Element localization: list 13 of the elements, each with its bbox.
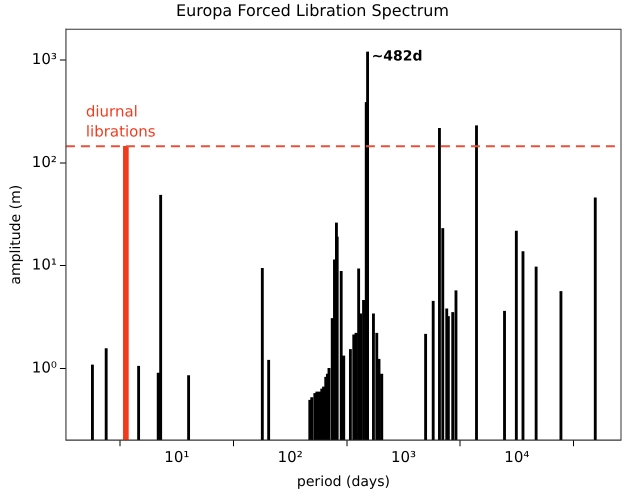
y-axis-title: amplitude (m) (8, 184, 24, 285)
x-tick-label: 10⁴ (504, 448, 530, 466)
y-tick-label: 10² (32, 152, 57, 171)
annotation: diurnal librations (86, 102, 156, 141)
chart-title: Europa Forced Libration Spectrum (176, 0, 450, 20)
x-tick-label: 10¹ (164, 448, 190, 466)
x-tick-label: 10² (278, 448, 303, 466)
x-axis-title: period (days) (296, 474, 390, 490)
y-tick-label: 10¹ (32, 256, 57, 274)
y-tick-label: 10³ (32, 50, 57, 68)
annotation: ~482d (372, 48, 423, 65)
x-tick-label: 10³ (390, 448, 416, 466)
y-tick-label: 10⁰ (32, 358, 57, 376)
